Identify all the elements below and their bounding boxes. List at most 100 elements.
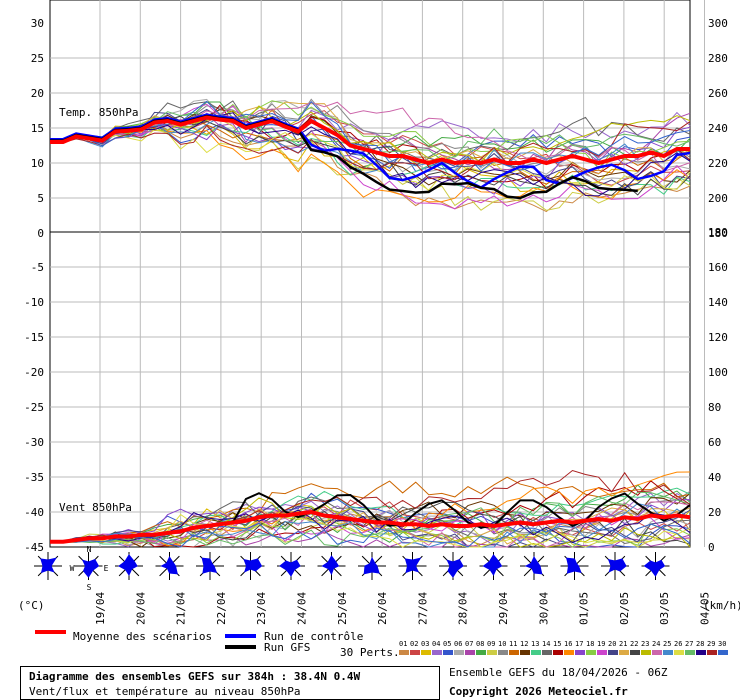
- legend-mean-label: Moyenne des scénarios: [73, 630, 212, 643]
- temp-tick-right: 220: [708, 157, 728, 170]
- pert-swatch: [476, 650, 486, 655]
- wind-tick-right: 140: [708, 296, 728, 309]
- date-tick-label: 26/04: [376, 592, 389, 625]
- footer-title-box: Diagramme des ensembles GEFS sur 384h : …: [20, 666, 440, 700]
- copyright: Copyright 2026 Meteociel.fr: [449, 685, 628, 698]
- unit-left: (°C): [18, 599, 45, 612]
- wind-rose-fill: [566, 557, 582, 574]
- wind-rose: [520, 552, 548, 580]
- plot-frame: [49, 0, 691, 548]
- wind-tick-left: -5: [31, 261, 44, 274]
- axis-ticks: 19/04 20/04 21/04 22/04 23/04 24/04 25/04 26/04…: [24, 17, 728, 625]
- footer-subtitle: Vent/flux et température au niveau 850hP…: [29, 685, 301, 698]
- pert-swatch: [443, 650, 453, 655]
- pert-number: 15: [553, 640, 561, 648]
- pert-swatch: [454, 650, 464, 655]
- temp-pert-line: [49, 101, 691, 175]
- wind-rose-fill: [160, 555, 178, 575]
- temp-tick-left: 25: [31, 52, 44, 65]
- pert-swatch: [718, 650, 728, 655]
- date-tick-label: 29/04: [497, 592, 510, 625]
- unit-right: (km/h): [703, 599, 740, 612]
- pert-number: 18: [586, 640, 594, 648]
- pert-swatch: [707, 650, 717, 655]
- pert-swatch: [410, 650, 420, 655]
- pert-number: 19: [597, 640, 605, 648]
- pert-swatch: [553, 650, 563, 655]
- date-tick-label: 27/04: [416, 592, 429, 625]
- wind-rose: [601, 552, 629, 580]
- wind-rose-fill: [482, 554, 503, 577]
- pert-number: 07: [465, 640, 473, 648]
- pert-number: 10: [498, 640, 506, 648]
- legend-control-label: Run de contrôle: [264, 630, 363, 643]
- wind-rose-fill: [643, 559, 666, 577]
- temp-panel-label: Temp. 850hPa: [59, 106, 138, 119]
- wind-rose: [155, 552, 184, 580]
- pert-swatch: [542, 650, 552, 655]
- pert-number: 17: [575, 640, 583, 648]
- main-lines: [50, 113, 691, 544]
- temp-tick-left: 20: [31, 87, 44, 100]
- pert-swatch: [399, 650, 409, 655]
- pert-number: 12: [520, 640, 528, 648]
- pert-number: 29: [707, 640, 715, 648]
- wind-tick-right: 160: [708, 261, 728, 274]
- wind-rose-fill: [446, 559, 464, 578]
- temp-pert-line: [49, 100, 691, 170]
- pert-number: 02: [410, 640, 418, 648]
- pert-number: 30: [718, 640, 726, 648]
- wind-tick-left: -15: [24, 331, 44, 344]
- temp-control-line: [50, 113, 691, 189]
- wind-rose: [641, 552, 670, 580]
- compass-letter: S: [87, 583, 92, 592]
- pert-number: 04: [432, 640, 440, 648]
- pert-swatch: [575, 650, 585, 655]
- pert-number: 20: [608, 640, 616, 648]
- temp-tick-left: 10: [31, 157, 44, 170]
- pert-number: 01: [399, 640, 407, 648]
- wind-tick-right: 100: [708, 366, 728, 379]
- pert-swatch: [531, 650, 541, 655]
- temp-tick-left: 15: [31, 122, 44, 135]
- wind-rose: [277, 552, 305, 580]
- temp-tick-right: 300: [708, 17, 728, 30]
- wind-tick-left: -20: [24, 366, 44, 379]
- pert-number: 08: [476, 640, 484, 648]
- date-tick-label: 01/05: [578, 592, 591, 625]
- pert-swatch: [685, 650, 695, 655]
- wind-tick-right: 120: [708, 331, 728, 344]
- pert-swatch: [432, 650, 442, 655]
- chart-grid: [49, 0, 705, 548]
- compass-letter: N: [87, 545, 92, 554]
- temp-pert-line: [49, 100, 691, 172]
- wind-rose: [317, 552, 346, 580]
- temp-pert-line: [49, 104, 691, 189]
- wind-rose-fill: [524, 555, 543, 575]
- wind-mean-line: [50, 509, 691, 544]
- wind-rose: [34, 552, 62, 580]
- wind-tick-right: 80: [708, 401, 721, 414]
- pert-number: 23: [641, 640, 649, 648]
- temp-tick-left: 30: [31, 17, 44, 30]
- date-tick-label: 23/04: [255, 592, 268, 625]
- wind-rose: [196, 552, 224, 580]
- wind-tick-left: -25: [24, 401, 44, 414]
- footer-title: Diagramme des ensembles GEFS sur 384h : …: [29, 670, 361, 683]
- pert-number: 24: [652, 640, 660, 648]
- date-tick-label: 24/04: [296, 592, 309, 625]
- pert-legend: 01 02 03 04 05 06 07 08 09 10 11 12 13 14 15 16 17 18 19 20…: [399, 640, 728, 655]
- date-tick-label: 20/04: [134, 592, 147, 625]
- pert-number: 09: [487, 640, 495, 648]
- wind-tick-right: 40: [708, 471, 721, 484]
- pert-swatch: [674, 650, 684, 655]
- pert-number: 14: [542, 640, 550, 648]
- wind-tick-right: 20: [708, 506, 721, 519]
- perturbation-lines: [49, 98, 691, 548]
- pert-number: 26: [674, 640, 682, 648]
- pert-number: 06: [454, 640, 462, 648]
- pert-swatch: [597, 650, 607, 655]
- pert-swatch: [663, 650, 673, 655]
- pert-swatch: [564, 650, 574, 655]
- pert-swatch: [652, 650, 662, 655]
